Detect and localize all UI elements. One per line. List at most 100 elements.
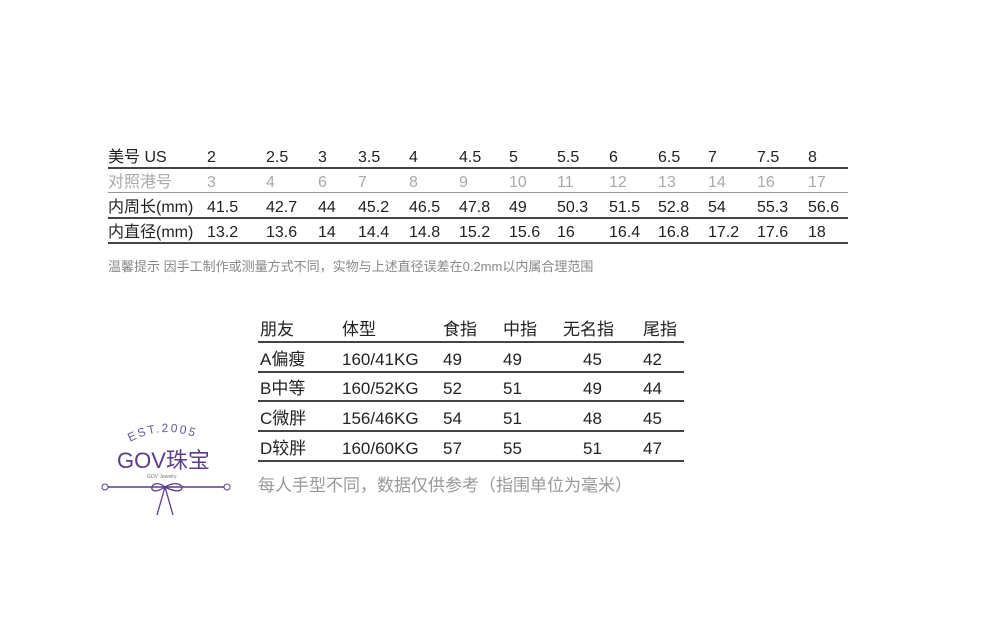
size-cell: 8	[409, 174, 418, 191]
table-cell: 51	[503, 409, 522, 428]
table-cell: 54	[443, 409, 462, 428]
size-cell: 16.8	[658, 224, 690, 241]
column-header: 尾指	[643, 320, 677, 339]
size-cell: 46.5	[409, 199, 441, 216]
row-divider	[258, 430, 684, 432]
size-cell: 8	[808, 149, 817, 166]
bow-icon	[151, 483, 183, 516]
column-header: 朋友	[260, 320, 294, 339]
size-cell: 14.8	[409, 224, 441, 241]
size-cell: 10	[509, 174, 527, 191]
column-header: 食指	[443, 320, 477, 339]
size-cell: 7	[708, 149, 717, 166]
table-cell: 49	[443, 350, 462, 369]
size-cell: 56.6	[808, 199, 840, 216]
size-cell: 41.5	[207, 199, 239, 216]
row-divider	[108, 167, 848, 169]
size-cell: 16	[757, 174, 775, 191]
size-cell: 17.2	[708, 224, 740, 241]
size-cell: 9	[459, 174, 468, 191]
size-cell: 6.5	[658, 149, 681, 166]
table-cell: 49	[583, 379, 602, 398]
size-cell: 47.8	[459, 199, 491, 216]
size-cell: 13	[658, 174, 676, 191]
size-table-note: 温馨提示 因手工制作或测量方式不同，实物与上述直径误差在0.2mm以内属合理范围	[108, 259, 594, 274]
size-cell: 52.8	[658, 199, 690, 216]
size-cell: 44	[318, 199, 336, 216]
table-cell: 45	[583, 350, 602, 369]
size-cell: 54	[708, 199, 726, 216]
table-cell: 160/60KG	[342, 439, 419, 458]
size-cell: 7.5	[757, 149, 780, 166]
table-cell: 49	[503, 350, 522, 369]
logo-est-text: EST.2005	[125, 421, 199, 445]
table-cell: 42	[643, 350, 662, 369]
table-cell: 160/41KG	[342, 350, 419, 369]
table-cell: 47	[643, 439, 662, 458]
table-cell: 156/46KG	[342, 409, 419, 428]
size-cell: 11	[557, 174, 574, 191]
size-cell: 17	[808, 174, 826, 191]
size-cell: 50.3	[557, 199, 589, 216]
size-cell: 3	[207, 174, 216, 191]
size-row-label: 内周长(mm)	[108, 199, 194, 216]
size-row-label: 美号 US	[108, 149, 167, 166]
table-cell: 52	[443, 379, 462, 398]
size-cell: 14	[318, 224, 336, 241]
table-cell: 44	[643, 379, 662, 398]
size-cell: 2	[207, 149, 216, 166]
size-cell: 4	[409, 149, 418, 166]
table-cell: D较胖	[260, 439, 307, 458]
column-header: 中指	[503, 320, 537, 339]
logo-brand-text: GOV珠宝	[117, 448, 210, 473]
table-cell: B中等	[260, 379, 306, 398]
row-divider	[258, 371, 684, 373]
row-divider	[108, 192, 848, 193]
size-cell: 13.2	[207, 224, 239, 241]
table-cell: C微胖	[260, 409, 307, 428]
size-cell: 16	[557, 224, 575, 241]
table-cell: 57	[443, 439, 462, 458]
size-row-label: 对照港号	[108, 174, 173, 191]
size-cell: 16.4	[609, 224, 641, 241]
row-divider	[258, 400, 684, 402]
friends-table-note: 每人手型不同，数据仅供参考（指围单位为毫米）	[258, 476, 632, 495]
size-cell: 6	[318, 174, 327, 191]
column-header: 无名指	[563, 320, 614, 339]
size-cell: 3.5	[358, 149, 381, 166]
table-cell: 45	[643, 409, 662, 428]
size-cell: 6	[609, 149, 618, 166]
size-cell: 18	[808, 224, 826, 241]
size-cell: 3	[318, 149, 327, 166]
size-cell: 49	[509, 199, 527, 216]
row-divider	[258, 460, 684, 462]
size-cell: 17.6	[757, 224, 789, 241]
size-cell: 15.2	[459, 224, 491, 241]
row-divider	[108, 242, 848, 244]
row-divider	[108, 217, 848, 219]
column-header: 体型	[342, 320, 376, 339]
size-cell: 12	[609, 174, 627, 191]
table-cell: A偏瘦	[260, 350, 306, 369]
row-divider	[258, 341, 684, 343]
size-cell: 45.2	[358, 199, 390, 216]
size-cell: 5	[509, 149, 518, 166]
size-row-label: 内直径(mm)	[108, 224, 194, 241]
table-cell: 51	[503, 379, 522, 398]
size-cell: 42.7	[266, 199, 298, 216]
size-cell: 5.5	[557, 149, 580, 166]
table-cell: 160/52KG	[342, 379, 419, 398]
table-cell: 51	[583, 439, 602, 458]
size-cell: 55.3	[757, 199, 789, 216]
size-cell: 14.4	[358, 224, 390, 241]
logo-sub-text: GOV Jewelry	[147, 474, 177, 480]
size-cell: 4.5	[459, 149, 482, 166]
size-cell: 15.6	[509, 224, 541, 241]
size-cell: 14	[708, 174, 726, 191]
table-cell: 55	[503, 439, 522, 458]
size-cell: 7	[358, 174, 367, 191]
size-cell: 2.5	[266, 149, 289, 166]
size-cell: 51.5	[609, 199, 641, 216]
size-cell: 4	[266, 174, 275, 191]
brand-watermark-logo: EST.2005 GOV珠宝 GOV Jewelry	[95, 420, 245, 520]
